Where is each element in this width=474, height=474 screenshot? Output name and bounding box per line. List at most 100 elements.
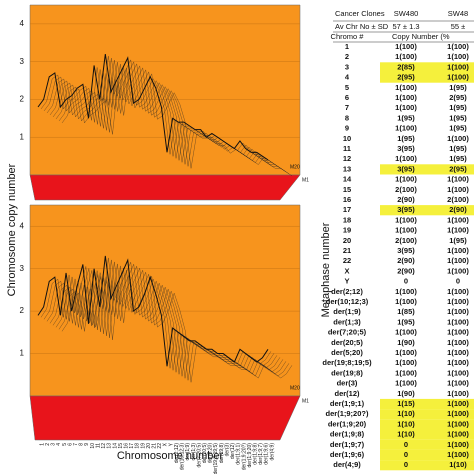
series-label: M20 [290,164,300,170]
x-tick-label: der(2;12) [174,443,180,464]
y-tick-label: 3 [20,57,25,66]
table-cell: 2(95) [449,164,467,173]
table-cell: 1(100) [447,450,469,459]
table-cell: 2(95) [449,93,467,102]
floor [29,174,301,201]
row-label: der(10;12;3) [326,297,369,306]
table-cell: 1(100) [447,73,469,82]
series-label: M1 [302,398,309,404]
table-cell: 1(100) [447,246,469,255]
row-label: 8 [345,113,349,122]
row-label: der(1;9;1) [330,399,365,408]
table-cell: 1(100) [395,83,417,92]
x-tick-label: 6 [67,443,73,446]
y-tick-label: 1 [20,349,25,358]
y-axis-label: Chromosome copy number [6,163,18,296]
table-cell: 3(95) [397,164,415,173]
table-cell: 1(95) [449,113,467,122]
x-tick-label: der(1;9;1) [236,443,242,465]
row-label: 14 [343,175,352,184]
x-tick-label: der(10;12;3) [180,443,186,471]
table-cell: 1(100) [447,338,469,347]
x-tick-label: 9 [84,443,90,446]
x-tick-label: 10 [90,443,96,449]
y-tick-label: 4 [20,221,25,230]
right-axis-label: Metaphase number [320,222,332,317]
x-tick-label: der(19;8;19;5) [213,443,219,474]
row-label: X [344,266,349,275]
table-subheader: 57 ± 1.3 [392,22,419,31]
table-cell: 1(95) [397,134,415,143]
row-label: der(5;20) [331,348,363,357]
depth-line [61,271,293,383]
row-label: der(1;9;20?) [326,409,369,418]
table-cell: 0 [404,450,408,459]
table-cell: 1(100) [447,297,469,306]
x-tick-label: 5 [62,443,68,446]
row-label: 16 [343,195,351,204]
x-tick-label: 21 [152,443,158,449]
x-tick-label: der(19;8) [219,443,225,464]
table-cell: 1(100) [447,430,469,439]
table-cell: 1(95) [449,236,467,245]
x-tick-label: 17 [129,443,135,449]
highlight [380,409,474,420]
table-header: Cancer Clones [335,9,385,18]
row-label: der(2;12) [331,287,363,296]
table-cell: 2(100) [395,185,417,194]
table-cell: 1(100) [447,409,469,418]
table-cell: 1(95) [449,144,467,153]
table-cell: 1(100) [395,287,417,296]
table-cell: 1(100) [447,328,469,337]
table-cell: 1(90) [397,338,415,347]
x-tick-label: 18 [135,443,141,449]
row-label: 22 [343,256,351,265]
y-tick-label: 3 [20,264,25,273]
row-label: 21 [343,246,351,255]
x-tick-label: 16 [123,443,129,449]
table-cell: 3(95) [397,144,415,153]
table-cell: 1(100) [447,287,469,296]
table-cell: 1(95) [449,154,467,163]
x-tick-label: 2 [45,443,51,446]
row-label: 7 [345,103,349,112]
row-label: 18 [343,215,351,224]
table-cell: 0 [404,440,408,449]
y-tick-label: 2 [20,95,25,104]
row-label: der(20;5) [331,338,363,347]
y-tick-label: 1 [20,132,25,141]
x-tick-label: 22 [157,443,163,449]
series-label: M1 [302,177,309,183]
row-label: der(1;9) [333,307,361,316]
table-cell: 1(100) [395,42,417,51]
table-cell: 2(90) [397,256,415,265]
table-cell: 0 [456,277,460,286]
x-tick-label: Y [168,442,174,446]
row-label: 20 [343,236,351,245]
highlight [380,398,474,410]
table-cell: 1(100) [447,368,469,377]
table-cell: 2(90) [397,266,415,275]
row-label: 4 [345,73,350,82]
row-label: 5 [345,83,349,92]
row-label: der(1;9;8) [330,430,365,439]
table-header: SW48 [448,9,468,18]
table-cell: 1(100) [447,226,469,235]
highlight [380,164,474,175]
row-label: 12 [343,154,351,163]
row-label: 9 [345,124,349,133]
table-cell: 1(10) [397,409,415,418]
table-cell: 3(95) [397,205,415,214]
row-label: 11 [343,144,351,153]
table-cell: 1(100) [395,52,417,61]
profile-line [37,255,269,367]
row-label: 10 [343,134,351,143]
row-label: der(12) [334,389,360,398]
table-cell: 1(100) [447,42,469,51]
table-cell: 1(100) [395,215,417,224]
table-cell: 1(100) [447,266,469,275]
row-label: 3 [345,62,349,71]
floor [29,395,301,441]
table-cell: 1(100) [447,185,469,194]
